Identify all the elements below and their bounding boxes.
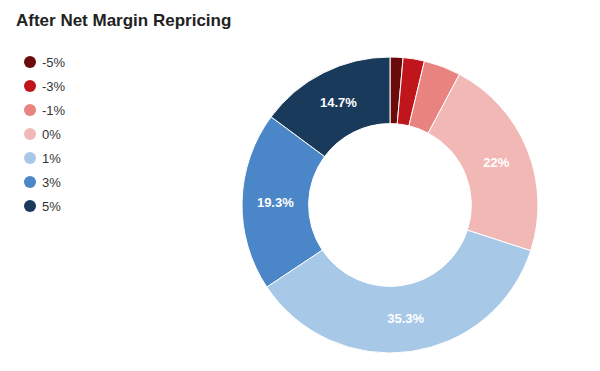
legend-label: 3%: [42, 175, 61, 190]
data-label: 19.3%: [257, 195, 294, 210]
pie: [242, 57, 538, 353]
legend: -5% -3% -1% 0% 1% 3% 5%: [24, 55, 66, 214]
data-label: 35.3%: [387, 311, 424, 326]
legend-marker: [24, 80, 36, 92]
title: After Net Margin Repricing: [16, 11, 231, 30]
legend-label: 5%: [42, 199, 61, 214]
chart: After Net Margin Repricing 22% 35.3% 19.3% 1…: [0, 0, 600, 371]
legend-marker: [24, 56, 36, 68]
legend-item: 3%: [24, 175, 61, 190]
legend-label: -5%: [42, 55, 66, 70]
legend-item: -3%: [24, 79, 66, 94]
legend-item: -1%: [24, 103, 66, 118]
data-label: 22%: [483, 155, 509, 170]
legend-label: -3%: [42, 79, 66, 94]
legend-item: 1%: [24, 151, 61, 166]
legend-marker: [24, 128, 36, 140]
legend-item: -5%: [24, 55, 66, 70]
legend-label: -1%: [42, 103, 66, 118]
slice: [271, 57, 390, 157]
legend-marker: [24, 200, 36, 212]
legend-item: 0%: [24, 127, 61, 142]
data-label: 14.7%: [320, 95, 357, 110]
legend-marker: [24, 104, 36, 116]
legend-item: 5%: [24, 199, 61, 214]
legend-label: 1%: [42, 151, 61, 166]
legend-marker: [24, 152, 36, 164]
legend-label: 0%: [42, 127, 61, 142]
slice: [428, 74, 538, 250]
legend-marker: [24, 176, 36, 188]
data-labels: 22% 35.3% 19.3% 14.7%: [257, 95, 510, 326]
